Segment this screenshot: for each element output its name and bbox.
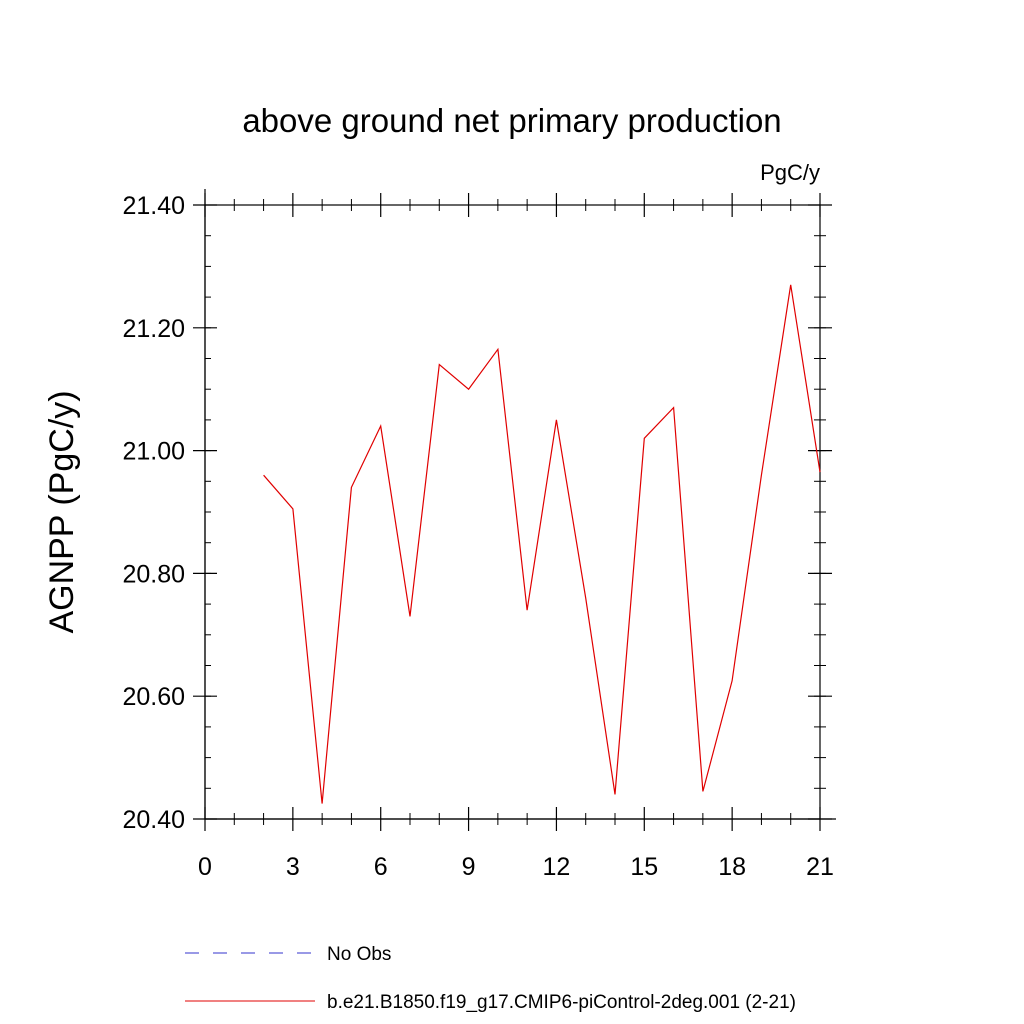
series-line-0: [263, 284, 821, 804]
y-tick-label: 20.80: [122, 560, 185, 588]
x-tick-label: 15: [630, 853, 658, 881]
y-tick-label: 21.00: [122, 438, 185, 466]
chart-title: above ground net primary production: [242, 102, 781, 139]
x-tick-label: 21: [806, 853, 834, 881]
legend-label-no-obs: No Obs: [327, 944, 391, 965]
series-layer: [263, 284, 821, 804]
x-tick-label: 9: [462, 853, 476, 881]
y-tick-label: 21.20: [122, 315, 185, 343]
axis-ticks: [193, 189, 836, 831]
x-tick-label: 18: [718, 853, 746, 881]
x-tick-label: 0: [198, 853, 212, 881]
plot-frame: [204, 204, 821, 820]
x-tick-label: 6: [374, 853, 388, 881]
x-tick-label: 12: [543, 853, 571, 881]
y-tick-label: 20.60: [122, 683, 185, 711]
y-tick-label: 20.40: [122, 806, 185, 834]
y-axis-label: AGNPP (PgC/y): [43, 390, 81, 633]
x-tick-label: 3: [286, 853, 300, 881]
legend: No Obs b.e21.B1850.f19_g17.CMIP6-piContr…: [185, 944, 796, 1013]
axis-tick-labels: 20.40 20.60 20.80 21.00 21.20 21.40 0 3 6 9 12 15 18…: [122, 192, 833, 881]
legend-label-control-run: b.e21.B1850.f19_g17.CMIP6-piControl-2deg…: [327, 992, 796, 1013]
y-tick-label: 21.40: [122, 192, 185, 220]
units-label: PgC/y: [760, 160, 820, 185]
